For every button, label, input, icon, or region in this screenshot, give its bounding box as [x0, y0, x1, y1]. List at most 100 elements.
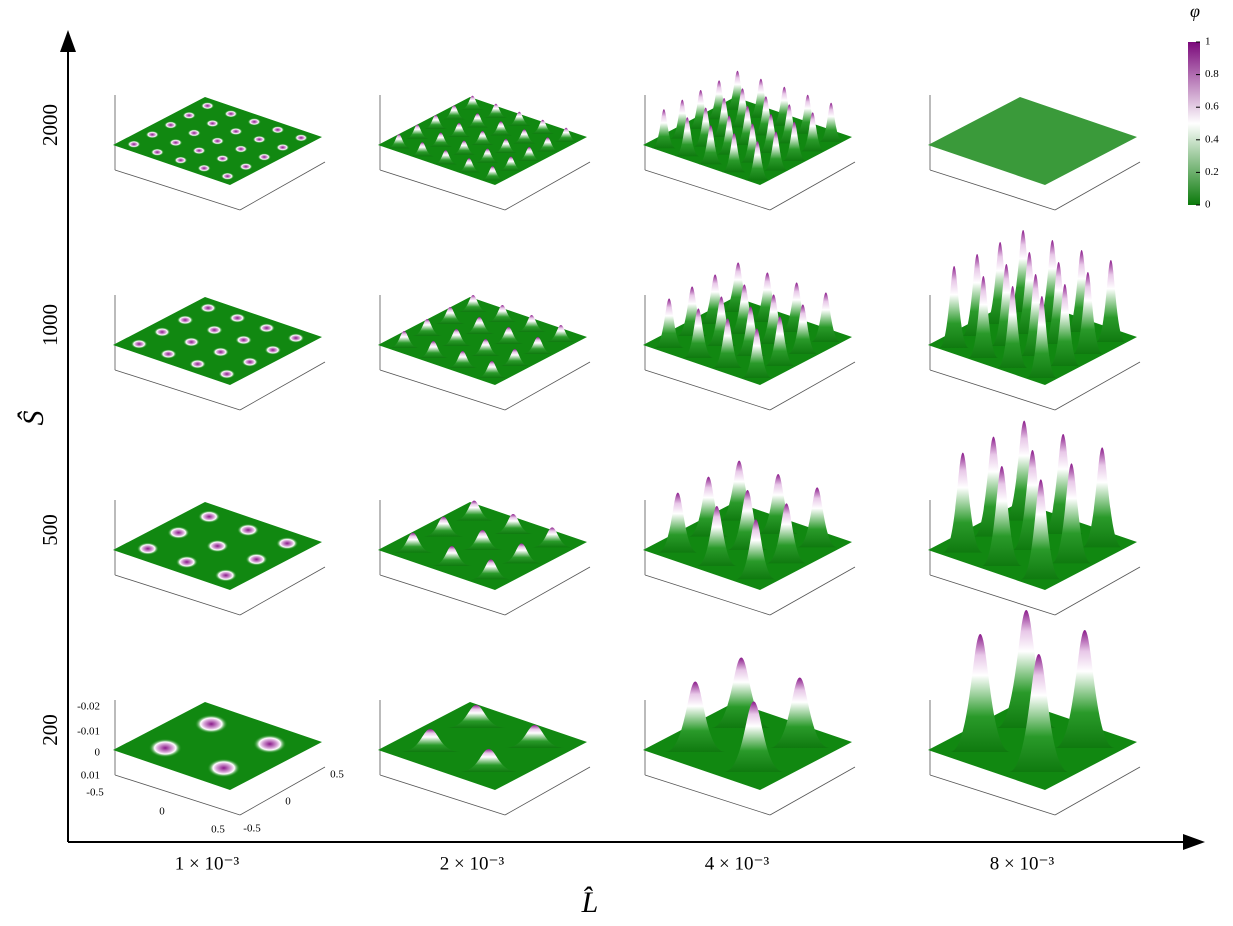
- peak: [1082, 447, 1123, 548]
- peak: [683, 308, 714, 358]
- peak: [136, 542, 159, 555]
- peak: [145, 130, 159, 139]
- peak: [386, 134, 411, 149]
- peak: [766, 503, 807, 564]
- column-label: 4 × 10⁻³: [705, 853, 770, 874]
- peak: [764, 316, 795, 366]
- peak: [504, 725, 565, 748]
- peak: [271, 126, 285, 134]
- peak: [441, 329, 472, 346]
- peak: [200, 102, 215, 110]
- column-label: 2 × 10⁻³: [440, 853, 505, 874]
- peak: [939, 266, 970, 348]
- peak: [465, 113, 490, 128]
- peak: [241, 357, 259, 367]
- axis-frame: [504, 361, 591, 411]
- peak: [981, 466, 1022, 566]
- peak: [480, 166, 505, 181]
- peak: [476, 361, 507, 378]
- peak: [651, 109, 676, 149]
- peak: [470, 131, 495, 145]
- peak: [205, 119, 220, 128]
- peak: [493, 139, 518, 153]
- axis-frame: [769, 566, 856, 616]
- colorbar-label: φ: [1190, 1, 1200, 21]
- peak: [769, 677, 830, 748]
- surface-grid: [113, 70, 1141, 816]
- axis-frame: [769, 161, 856, 211]
- peak: [229, 127, 243, 136]
- peak: [182, 111, 196, 120]
- axis-frame: [769, 766, 856, 816]
- peak: [150, 148, 164, 156]
- row-label: 2000: [38, 104, 62, 146]
- peak: [253, 734, 287, 754]
- peak: [464, 317, 495, 334]
- peak: [224, 110, 238, 118]
- peak: [418, 341, 449, 358]
- peak: [197, 164, 211, 172]
- peak: [435, 307, 466, 324]
- axis-frame: [504, 161, 591, 211]
- z-tick-label: -0.02: [77, 701, 100, 713]
- peak: [392, 532, 433, 553]
- peak: [501, 543, 542, 564]
- peak: [1095, 260, 1126, 342]
- peak: [245, 553, 268, 566]
- y-tick-label: 0: [285, 796, 291, 808]
- row-label: 1000: [38, 304, 62, 346]
- axis-frame: [644, 369, 771, 411]
- colorbar-tick-label: 1: [1205, 36, 1211, 48]
- axis-frame: [114, 574, 241, 616]
- peak: [1008, 654, 1069, 772]
- peak: [819, 102, 844, 142]
- peak: [782, 122, 807, 161]
- peak: [654, 298, 685, 348]
- axis-frame: [504, 766, 591, 816]
- peak: [423, 516, 464, 537]
- row-label: 500: [38, 514, 62, 546]
- peak: [535, 137, 560, 152]
- axis-frame: [929, 169, 1056, 211]
- peak: [423, 115, 448, 129]
- peak: [252, 135, 266, 144]
- surface: [378, 297, 587, 385]
- peak: [199, 303, 217, 313]
- peak: [462, 530, 503, 550]
- peak: [741, 328, 772, 378]
- peak: [499, 349, 530, 366]
- peak: [698, 125, 723, 165]
- peak: [207, 758, 241, 778]
- peak: [198, 510, 221, 523]
- peak: [745, 141, 770, 181]
- peak: [452, 140, 477, 155]
- peak: [264, 345, 282, 355]
- peak: [657, 492, 698, 553]
- axis-frame: [114, 169, 241, 211]
- peak: [735, 519, 776, 580]
- axis-frame: [1054, 161, 1141, 211]
- peak: [457, 158, 482, 173]
- axis-frame: [929, 369, 1056, 411]
- peak: [410, 142, 435, 157]
- peak: [554, 127, 579, 142]
- surface: [378, 702, 587, 790]
- y-tick-label: -0.5: [243, 823, 261, 835]
- peak: [447, 123, 472, 137]
- axis-frame: [644, 574, 771, 616]
- axis-frame: [114, 369, 241, 411]
- colorbar-tick-label: 0.8: [1205, 68, 1219, 80]
- peak: [487, 305, 518, 322]
- peak: [257, 153, 271, 161]
- peak: [218, 369, 236, 379]
- peak: [212, 347, 229, 357]
- surface: [928, 97, 1137, 185]
- peak: [460, 95, 485, 110]
- peak: [206, 539, 229, 553]
- peak: [493, 514, 534, 534]
- peak: [183, 337, 200, 347]
- peak: [1051, 463, 1092, 564]
- peak: [433, 150, 458, 165]
- peak: [412, 319, 443, 336]
- peak: [234, 145, 248, 153]
